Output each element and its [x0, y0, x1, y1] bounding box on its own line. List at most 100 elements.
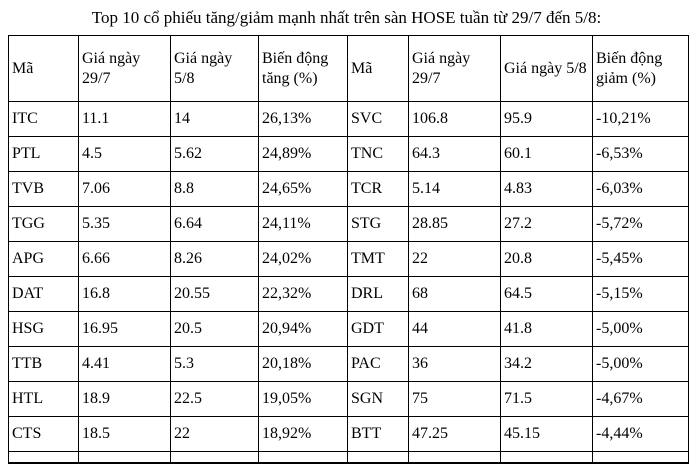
table-row: DAT 16.8 20.55 22,32% DRL 68 64.5 -5,15%	[8, 276, 689, 313]
price-cell: 18.5	[78, 416, 171, 453]
table-row: ITC 11.1 14 26,13% SVC 106.8 95.9 -10,21…	[8, 101, 689, 138]
stock-code-cell: DRL	[347, 276, 409, 313]
price-cell: 75	[408, 381, 501, 418]
column-header-price-5-8-loss: Giá ngày 5/8	[500, 35, 593, 103]
price-cell: 6.64	[170, 206, 259, 243]
column-header-change-gain: Biến động tăng (%)	[258, 35, 348, 103]
column-header-price-5-8-gain: Giá ngày 5/8	[170, 35, 259, 103]
stock-code-cell: TGG	[8, 206, 79, 243]
price-cell: 14	[170, 101, 259, 138]
price-cell: 11.1	[78, 101, 171, 138]
change-cell: 22,32%	[258, 276, 348, 313]
price-cell: 60.1	[500, 136, 593, 173]
price-cell: 8.26	[170, 241, 259, 278]
stock-code-cell: TNC	[347, 136, 409, 173]
change-cell: -4,67%	[592, 381, 689, 418]
change-cell: -5,00%	[592, 346, 689, 383]
stock-code-cell: STG	[347, 206, 409, 243]
price-cell: 8.8	[170, 171, 259, 208]
price-cell: 18.9	[78, 381, 171, 418]
page-title: Top 10 cổ phiếu tăng/giảm mạnh nhất trên…	[91, 8, 602, 27]
change-cell: 20,18%	[258, 346, 348, 383]
stock-table: Mã Giá ngày 29/7 Giá ngày 5/8 Biến động …	[8, 35, 689, 464]
price-cell: 47.25	[408, 416, 501, 453]
price-cell: 20.8	[500, 241, 593, 278]
stock-code-cell: APG	[8, 241, 79, 278]
price-cell: 71.5	[500, 381, 593, 418]
table-row: APG 6.66 8.26 24,02% TMT 22 20.8 -5,45%	[8, 241, 689, 278]
empty-trailing-row	[8, 451, 689, 464]
stock-code-cell: GDT	[347, 311, 409, 348]
price-cell: 5.3	[170, 346, 259, 383]
change-cell: -5,00%	[592, 311, 689, 348]
change-cell: 24,02%	[258, 241, 348, 278]
change-cell: -6,03%	[592, 171, 689, 208]
stock-code-cell: SVC	[347, 101, 409, 138]
price-cell: 64.5	[500, 276, 593, 313]
stock-code-cell: PTL	[8, 136, 79, 173]
price-cell: 64.3	[408, 136, 501, 173]
price-cell: 4.83	[500, 171, 593, 208]
price-cell: 41.8	[500, 311, 593, 348]
change-cell: -5,72%	[592, 206, 689, 243]
price-cell: 68	[408, 276, 501, 313]
table-row: TVB 7.06 8.8 24,65% TCR 5.14 4.83 -6,03%	[8, 171, 689, 208]
column-header-price-29-7-gain: Giá ngày 29/7	[78, 35, 171, 103]
change-cell: 24,65%	[258, 171, 348, 208]
change-cell: 26,13%	[258, 101, 348, 138]
price-cell: 4.41	[78, 346, 171, 383]
price-cell: 7.06	[78, 171, 171, 208]
change-cell: -10,21%	[592, 101, 689, 138]
price-cell: 34.2	[500, 346, 593, 383]
change-cell: 24,89%	[258, 136, 348, 173]
price-cell: 6.66	[78, 241, 171, 278]
price-cell: 5.35	[78, 206, 171, 243]
price-cell: 5.14	[408, 171, 501, 208]
table-row: HSG 16.95 20.5 20,94% GDT 44 41.8 -5,00%	[8, 311, 689, 348]
stock-code-cell: PAC	[347, 346, 409, 383]
change-cell: -5,45%	[592, 241, 689, 278]
price-cell: 95.9	[500, 101, 593, 138]
stock-code-cell: DAT	[8, 276, 79, 313]
change-cell: 19,05%	[258, 381, 348, 418]
stock-code-cell: ITC	[8, 101, 79, 138]
column-header-code-loss: Mã	[347, 35, 409, 103]
change-cell: -5,15%	[592, 276, 689, 313]
stock-code-cell: BTT	[347, 416, 409, 453]
price-cell: 36	[408, 346, 501, 383]
stock-code-cell: TCR	[347, 171, 409, 208]
table-row: PTL 4.5 5.62 24,89% TNC 64.3 60.1 -6,53%	[8, 136, 689, 173]
table-row: HTL 18.9 22.5 19,05% SGN 75 71.5 -4,67%	[8, 381, 689, 418]
price-cell: 22.5	[170, 381, 259, 418]
change-cell: 20,94%	[258, 311, 348, 348]
price-cell: 28.85	[408, 206, 501, 243]
column-header-change-loss: Biến động giảm (%)	[592, 35, 689, 103]
change-cell: 24,11%	[258, 206, 348, 243]
price-cell: 27.2	[500, 206, 593, 243]
table-row: TTB 4.41 5.3 20,18% PAC 36 34.2 -5,00%	[8, 346, 689, 383]
price-cell: 16.8	[78, 276, 171, 313]
change-cell: -6,53%	[592, 136, 689, 173]
price-cell: 44	[408, 311, 501, 348]
column-header-price-29-7-loss: Giá ngày 29/7	[408, 35, 501, 103]
stock-code-cell: SGN	[347, 381, 409, 418]
price-cell: 22	[170, 416, 259, 453]
price-cell: 106.8	[408, 101, 501, 138]
table-row: CTS 18.5 22 18,92% BTT 47.25 45.15 -4,44…	[8, 416, 689, 453]
price-cell: 45.15	[500, 416, 593, 453]
stock-code-cell: HTL	[8, 381, 79, 418]
price-cell: 20.5	[170, 311, 259, 348]
price-cell: 4.5	[78, 136, 171, 173]
header-row: Mã Giá ngày 29/7 Giá ngày 5/8 Biến động …	[8, 35, 689, 103]
stock-code-cell: TTB	[8, 346, 79, 383]
change-cell: 18,92%	[258, 416, 348, 453]
price-cell: 16.95	[78, 311, 171, 348]
stock-code-cell: TVB	[8, 171, 79, 208]
price-cell: 22	[408, 241, 501, 278]
stock-code-cell: CTS	[8, 416, 79, 453]
column-header-code-gain: Mã	[8, 35, 79, 103]
price-cell: 5.62	[170, 136, 259, 173]
table-row: TGG 5.35 6.64 24,11% STG 28.85 27.2 -5,7…	[8, 206, 689, 243]
price-cell: 20.55	[170, 276, 259, 313]
stock-code-cell: HSG	[8, 311, 79, 348]
